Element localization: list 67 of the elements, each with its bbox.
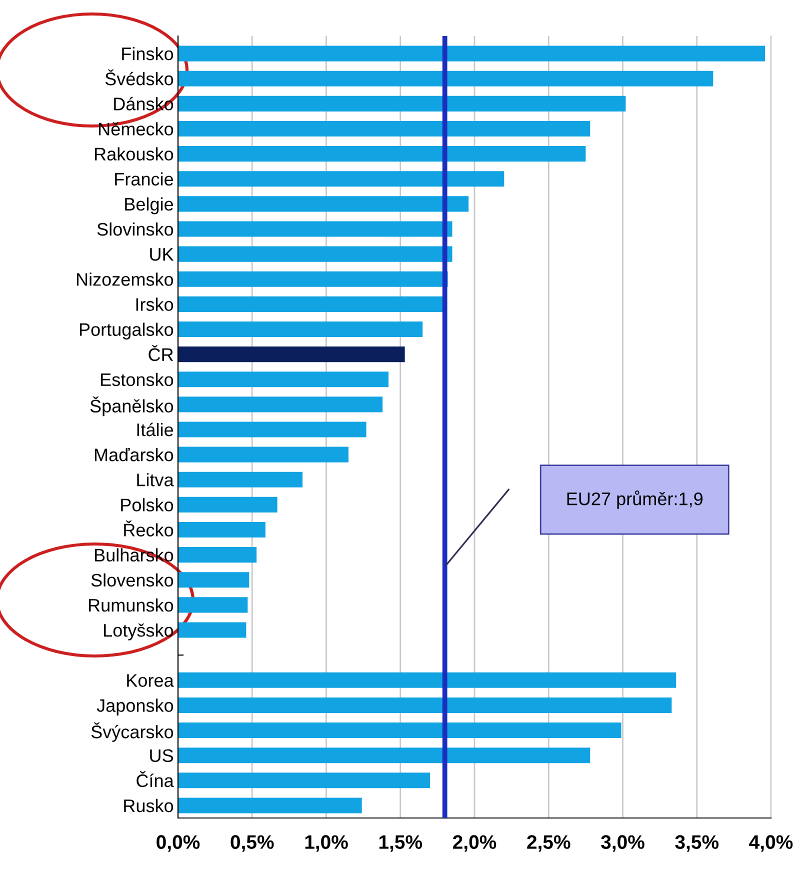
bar (178, 196, 469, 212)
y-tick-label: Litva (137, 473, 174, 486)
bar (178, 522, 266, 538)
y-tick-label: Irsko (136, 298, 174, 311)
bar (178, 246, 452, 262)
y-tick-label: ČR (148, 345, 173, 362)
y-tick-label: Finsko (122, 47, 174, 60)
x-tick-label: 1,0% (305, 835, 348, 852)
y-tick-label: Rakousko (95, 147, 174, 161)
bar (178, 572, 250, 588)
y-tick-label: Španělsko (90, 396, 174, 416)
bar (178, 396, 383, 412)
bar (178, 722, 622, 738)
bar (178, 672, 676, 688)
y-tick-label: Švýcarsko (91, 722, 174, 742)
y-tick-label: Německo (99, 122, 174, 136)
y-tick-label: Slovinsko (97, 222, 174, 236)
annotation: EU27 průměr:1,9 (567, 490, 703, 509)
bar (178, 798, 362, 814)
y-tick-label: Estonsko (101, 372, 174, 386)
bar (178, 46, 766, 62)
bar (178, 748, 590, 764)
y-tick-label: Maďarsko (94, 448, 174, 462)
x-tick-label: 2,5% (527, 835, 570, 852)
x-tick-label: 0,0% (156, 835, 200, 852)
x-tick-label: 0,5% (230, 835, 274, 852)
x-tick-label: 3,0% (601, 835, 644, 852)
y-tick-label: Polsko (121, 498, 174, 512)
bar (178, 597, 248, 613)
bar (178, 221, 452, 237)
bar (178, 146, 586, 162)
x-tick-label: 4,0% (749, 835, 793, 852)
bar (178, 422, 366, 438)
bar (178, 346, 405, 362)
y-tick-label: Korea (127, 674, 174, 687)
y-tick-label: Švédsko (105, 69, 174, 86)
y-tick-label: UK (150, 248, 174, 261)
bar (178, 772, 430, 788)
y-tick-label: Nizozemsko (76, 272, 174, 286)
x-tick-label: 1,5% (379, 835, 422, 852)
bar (178, 622, 246, 638)
y-tick-label: Rusko (124, 798, 174, 812)
y-tick-label: Japonsko (96, 698, 174, 716)
y-tick-label: Slovensko (91, 573, 174, 587)
y-tick-label: Rumunsko (89, 598, 174, 612)
bar (178, 271, 448, 287)
y-tick-label: Portugalsko (80, 322, 174, 340)
bar (178, 321, 423, 338)
bar (178, 120, 590, 137)
x-tick-label: 2,0% (453, 835, 496, 852)
y-tick-label: Itálie (137, 422, 174, 436)
y-tick-label: Řecko (124, 520, 174, 536)
bar (178, 697, 672, 713)
y-tick-label: Belgie (125, 197, 174, 214)
bar (178, 171, 504, 187)
bar (178, 547, 257, 563)
bar (178, 446, 348, 462)
x-tick-label: 3,5% (675, 835, 719, 852)
bar (178, 472, 303, 488)
bar (178, 96, 626, 112)
y-tick-label: Lotyšsko (104, 623, 174, 640)
bar (178, 496, 278, 512)
y-tick-label: Francie (115, 172, 174, 186)
y-tick-label: US (150, 749, 174, 762)
bar (178, 70, 714, 86)
bar (178, 372, 389, 388)
y-tick-label: Čína (136, 771, 174, 788)
